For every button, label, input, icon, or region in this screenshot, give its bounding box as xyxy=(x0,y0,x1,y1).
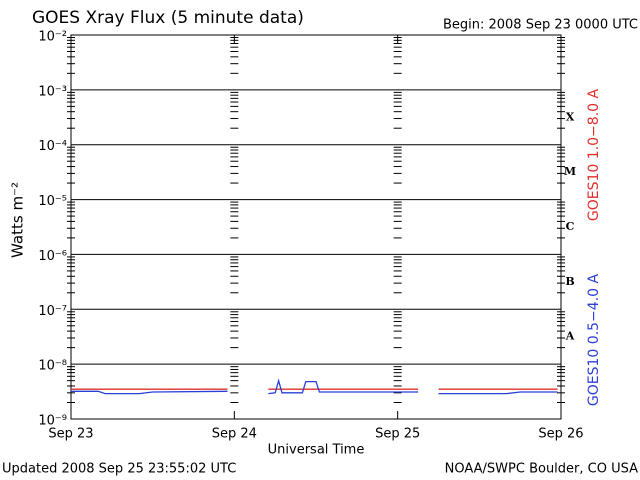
y-tick-label: 10⁻⁴ xyxy=(38,139,67,154)
y-axis-label: Watts m⁻² xyxy=(9,182,27,258)
y-tick-label: 10⁻⁵ xyxy=(38,194,67,209)
flare-class-label: C xyxy=(566,220,575,233)
x-tick-label: Sep 26 xyxy=(538,427,583,442)
flare-class-label: B xyxy=(565,275,574,288)
subtitle: Begin: 2008 Sep 23 0000 UTC xyxy=(443,18,638,33)
x-axis-label: Universal Time xyxy=(268,443,365,458)
x-tick-label: Sep 25 xyxy=(375,427,420,442)
legend-entry: GOES10 1.0−8.0 A xyxy=(586,89,602,222)
flare-class-label: A xyxy=(565,330,575,343)
plot-frame xyxy=(70,34,562,420)
x-tick-label: Sep 24 xyxy=(212,427,257,442)
y-tick-label: 10⁻⁶ xyxy=(38,249,67,264)
data-line xyxy=(71,378,558,395)
y-tick-label: 10⁻⁸ xyxy=(38,359,67,374)
flare-class-label: M xyxy=(564,165,576,178)
footer-right: NOAA/SWPC Boulder, CO USA xyxy=(445,462,638,477)
x-tick-label: Sep 23 xyxy=(48,427,93,442)
footer-left: Updated 2008 Sep 25 23:55:02 UTC xyxy=(2,462,236,477)
y-tick-label: 10⁻³ xyxy=(38,84,67,99)
flare-class-label: X xyxy=(566,110,575,123)
y-tick-label: 10⁻⁷ xyxy=(38,304,67,319)
y-tick-label: 10⁻⁹ xyxy=(38,414,67,429)
legend-entry: GOES10 0.5−4.0 A xyxy=(586,274,602,407)
chart-title: GOES Xray Flux (5 minute data) xyxy=(32,8,304,28)
y-tick-label: 10⁻² xyxy=(38,30,67,45)
